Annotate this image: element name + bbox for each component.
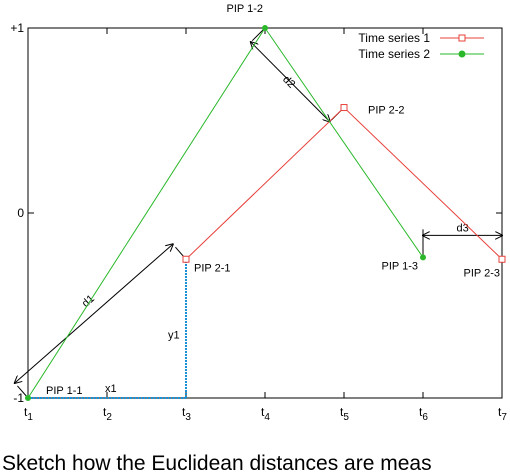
x-tick-label-6: t7: [498, 405, 507, 423]
d2-label: d2: [280, 74, 297, 91]
figure-caption: Sketch how the Euclidean distances are m…: [2, 452, 432, 475]
x-tick-label-5: t6: [419, 405, 428, 423]
y1-label: y1: [168, 330, 180, 342]
pip-label-2: PIP 1-2: [227, 3, 264, 15]
pip-label-3: PIP 1-3: [382, 260, 419, 272]
y-axis: +1 0 -1: [10, 21, 502, 405]
x-tick-label-0: t1: [24, 405, 33, 423]
x-tick-label-1: t2: [103, 405, 112, 423]
distance-annotations: x1 y1 d1 d2 d3: [15, 27, 502, 399]
d1-arrow: [15, 244, 173, 383]
plot-frame: [27, 27, 503, 399]
x-axis: t1 t2 t3 t4 t5 t6 t7: [24, 28, 507, 423]
series-layer: [25, 25, 506, 401]
legend-label-1: Time series 1: [358, 31, 430, 45]
pip-label-1: PIP 1-1: [46, 385, 83, 397]
x-tick-label-4: t5: [340, 405, 349, 423]
series-1-point-3: [498, 255, 506, 263]
legend: Time series 1 Time series 2: [358, 31, 484, 61]
series-1-point-2: [340, 104, 348, 112]
series-1-point-1: [182, 255, 190, 263]
series-2-point-1: [25, 395, 31, 401]
y-tick-label-2: -1: [13, 391, 24, 405]
d1-label: d1: [80, 293, 97, 310]
pip-label-6: PIP 2-3: [464, 267, 501, 279]
series-line-1: [185, 106, 503, 260]
legend-marker-1: [458, 34, 466, 42]
series-2-point-2: [262, 25, 268, 31]
series-line-2: [27, 27, 424, 399]
pip-label-4: PIP 2-1: [194, 262, 231, 274]
pip-label-5: PIP 2-2: [368, 105, 405, 117]
d2-arrow: [251, 42, 330, 122]
y-tick-label-1: 0: [17, 206, 24, 220]
x-tick-label-3: t4: [261, 405, 270, 423]
x1-label: x1: [105, 383, 117, 395]
d3-label: d3: [457, 222, 469, 234]
series-2-point-3: [420, 254, 426, 261]
legend-marker-2: [458, 50, 466, 58]
x-tick-label-2: t3: [182, 405, 191, 423]
legend-label-2: Time series 2: [358, 47, 430, 61]
pip-labels: PIP 1-1 PIP 1-2 PIP 1-3 PIP 2-1 PIP 2-2 PIP 2…: [46, 3, 500, 397]
y-tick-label-0: +1: [10, 21, 24, 35]
